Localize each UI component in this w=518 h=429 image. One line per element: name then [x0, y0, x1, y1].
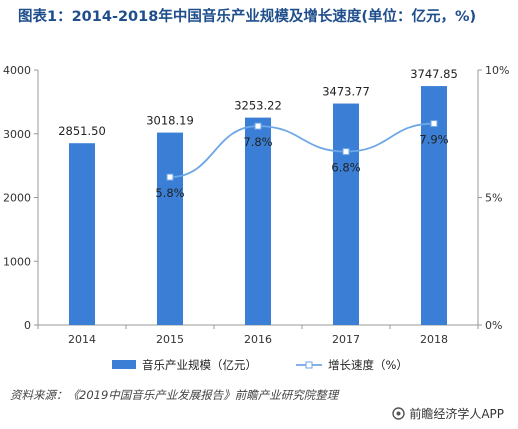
bar	[69, 143, 95, 325]
legend-bar-swatch	[112, 360, 136, 369]
growth-point	[430, 120, 438, 128]
growth-value-label: 7.8%	[243, 135, 272, 149]
bar-value-label: 3018.19	[146, 114, 194, 128]
growth-value-label: 5.8%	[155, 186, 184, 200]
growth-line	[166, 120, 438, 181]
growth-point	[254, 122, 262, 130]
bar-value-label: 3747.85	[410, 67, 458, 81]
growth-value-label: 6.8%	[331, 161, 360, 175]
bar-value-label: 3473.77	[322, 85, 370, 99]
chart-svg: 0 1000 2000 3000 4000 0% 5% 10% 2014 2015 2016 2017…	[3, 64, 509, 372]
brand-text: 前瞻经济学人APP	[409, 407, 504, 421]
growth-point	[166, 173, 174, 181]
brand-logo-icon	[392, 407, 406, 420]
y-left-tick-label: 0	[24, 319, 31, 332]
growth-point	[342, 148, 350, 156]
y-left-tick-label: 1000	[3, 255, 31, 268]
legend-bar-label: 音乐产业规模（亿元）	[142, 358, 257, 372]
growth-line-path	[169, 122, 435, 178]
bar-value-label: 3253.22	[234, 99, 282, 113]
legend: 音乐产业规模（亿元） 增长速度（%）	[112, 358, 408, 372]
x-tick-label: 2014	[68, 333, 96, 346]
x-tick-label: 2018	[420, 333, 448, 346]
y-right-tick-label: 10%	[485, 64, 509, 77]
y-left-tick-label: 2000	[3, 192, 31, 205]
x-tick-label: 2016	[244, 333, 272, 346]
chart-title: 图表1：2014-2018年中国音乐产业规模及增长速度(单位：亿元，%)	[18, 9, 477, 25]
growth-value-label: 7.9%	[419, 133, 448, 147]
y-left-tick-label: 4000	[3, 64, 31, 77]
legend-line-label: 增长速度（%）	[328, 358, 408, 372]
data-labels: 2851.50 3018.19 3253.22 3473.77 3747.85 5.8% 7…	[58, 67, 458, 200]
y-left-tick-label: 3000	[3, 128, 31, 141]
bars	[69, 86, 447, 326]
source-note: 资料来源：《2019中国音乐产业发展报告》前瞻产业研究院整理	[10, 388, 339, 402]
bar	[245, 117, 271, 325]
axes: 0 1000 2000 3000 4000 0% 5% 10% 2014 2015 2016 2017…	[3, 64, 509, 346]
y-right-tick-label: 0%	[485, 319, 502, 332]
bar	[333, 103, 359, 325]
brand: 前瞻经济学人APP	[392, 405, 504, 422]
x-tick-label: 2015	[156, 333, 184, 346]
x-tick-label: 2017	[332, 333, 360, 346]
bar	[157, 132, 183, 325]
bar-value-label: 2851.50	[58, 124, 106, 138]
y-right-tick-label: 5%	[485, 192, 502, 205]
legend-line-marker	[305, 361, 313, 369]
